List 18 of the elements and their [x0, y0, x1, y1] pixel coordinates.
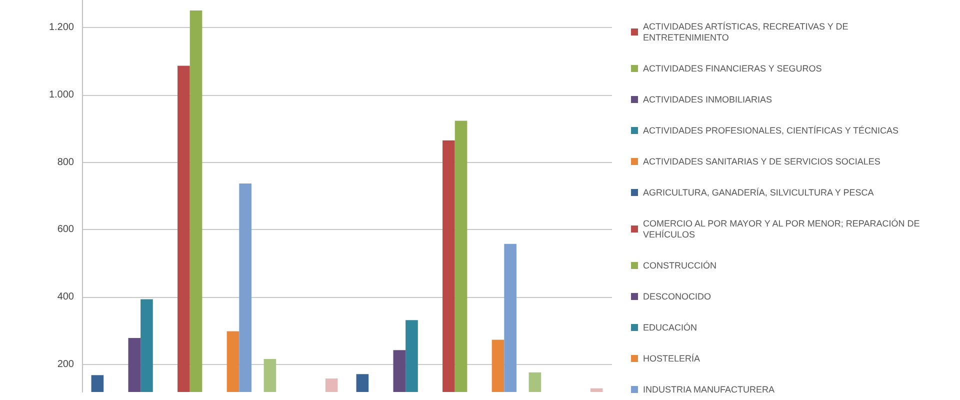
legend-label: COMERCIO AL POR MAYOR Y AL POR MENOR; REPARACIÓN DE VEHÍCULOS: [643, 218, 922, 240]
y-tick-label: 800: [57, 156, 74, 168]
legend-label: HOSTELERÍA: [643, 354, 700, 364]
legend-label: ACTIVIDADES FINANCIERAS Y SEGUROS: [643, 64, 822, 74]
legend-label: CONSTRUCCIÓN: [643, 260, 716, 270]
legend-label: ACTIVIDADES SANITARIAS Y DE SERVICIOS SOCIALES: [643, 156, 880, 166]
y-tick-label: 400: [57, 292, 74, 303]
y-tick-label: 1.000: [48, 89, 74, 100]
legend-label: ACTIVIDADES INMOBILIARIAS: [643, 94, 772, 104]
legend-label: AGRICULTURA, GANADERÍA, SILVICULTURA Y PESCA: [643, 188, 874, 198]
y-tick-label: 1.200: [48, 22, 74, 33]
legend-label: INDUSTRIA MANUFACTURERA: [643, 384, 775, 394]
legend-label: DESCONOCIDO: [643, 292, 712, 302]
legend-label: ACTIVIDADES PROFESIONALES, CIENTÍFICAS Y TÉCNICAS: [643, 126, 899, 136]
legend-label: ACTIVIDADES ARTÍSTICAS, RECREATIVAS Y DE ENTRETENIMIENTO: [643, 22, 851, 42]
y-tick-label: 600: [57, 224, 74, 236]
legend-label: EDUCACIÓN: [643, 322, 698, 332]
y-tick-label: 200: [57, 359, 74, 370]
